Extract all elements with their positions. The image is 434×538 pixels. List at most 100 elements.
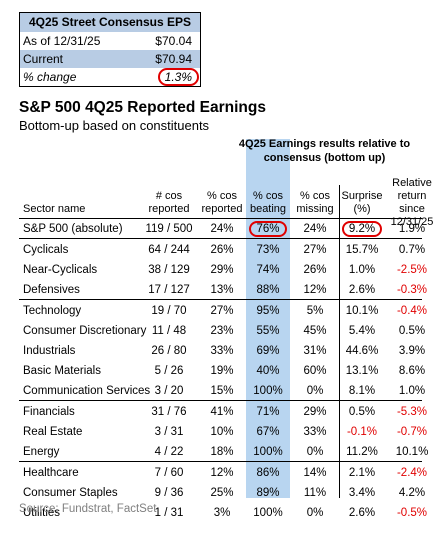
- cell-surprise: 2.6%: [348, 284, 376, 296]
- cell-pct-missing: 11%: [303, 487, 327, 499]
- header-pct-reported: % cos reported: [200, 190, 244, 216]
- cell-pct-beating: 55%: [256, 325, 280, 337]
- cell-pct-beating: 100%: [253, 446, 283, 458]
- cell-pct-reported: 24%: [210, 223, 234, 235]
- cell-pct-missing: 0%: [306, 385, 324, 397]
- cell-relative-return: -2.4%: [396, 467, 428, 479]
- cell-pct-reported: 19%: [210, 365, 234, 377]
- cell-sector: Financials: [23, 406, 75, 418]
- cell-pct-beating: 71%: [256, 406, 280, 418]
- table-row: Financials 31 / 76 41% 71% 29% 0.5% -5.3…: [19, 402, 427, 422]
- header-line: (%): [353, 203, 371, 215]
- cell-pct-beating: 88%: [256, 284, 280, 296]
- cell-pct-reported: 12%: [210, 467, 234, 479]
- cell-relative-return: 1.0%: [398, 385, 426, 397]
- cell-sector: Near-Cyclicals: [23, 264, 98, 276]
- cell-pct-beating: 95%: [256, 305, 280, 317]
- cell-pct-missing: 33%: [303, 426, 327, 438]
- cell-reported: 11 / 48: [151, 325, 187, 337]
- eps-row-label: Current: [23, 52, 64, 66]
- cell-pct-beating: 100%: [253, 507, 283, 519]
- table-row: Real Estate 3 / 31 10% 67% 33% -0.1% -0.…: [19, 422, 427, 442]
- cell-pct-missing: 26%: [303, 264, 327, 276]
- table-row: S&P 500 (absolute) 119 / 500 24% 76% 24%…: [19, 219, 425, 239]
- cell-sector: Basic Materials: [23, 365, 101, 377]
- cell-pct-beating: 76%: [246, 219, 290, 239]
- cell-relative-return: 4.2%: [398, 487, 426, 499]
- cell-relative-return: -0.5%: [396, 507, 428, 519]
- cell-sector: Communication Services: [23, 385, 151, 397]
- cell-sector: Consumer Staples: [23, 487, 118, 499]
- cell-reported: 7 / 60: [154, 467, 184, 479]
- cell-pct-missing: 24%: [303, 223, 327, 235]
- cell-sector: Defensives: [23, 284, 80, 296]
- eps-row-as-of: As of 12/31/25 $70.04: [20, 32, 200, 50]
- group-header: 4Q25 Earnings results relative to consen…: [238, 138, 411, 164]
- table-row: Healthcare 7 / 60 12% 86% 14% 2.1% -2.4%: [19, 463, 427, 483]
- divider: [19, 400, 422, 401]
- divider: [19, 218, 422, 219]
- table-row: Technology 19 / 70 27% 95% 5% 10.1% -0.4…: [19, 301, 427, 321]
- cell-surprise: 2.6%: [348, 507, 376, 519]
- cell-pct-missing: 31%: [303, 345, 327, 357]
- header-line: return since: [397, 190, 427, 215]
- eps-row-value: $70.04: [155, 34, 192, 48]
- eps-row-label: % change: [23, 70, 77, 84]
- circled-value: 76%: [249, 221, 287, 237]
- header-line: # cos: [155, 190, 183, 202]
- cell-pct-reported: 26%: [210, 244, 234, 256]
- divider: [19, 299, 422, 300]
- cell-pct-reported: 23%: [210, 325, 234, 337]
- eps-row-pct-change: % change 1.3%: [20, 68, 200, 86]
- consensus-eps-box: 4Q25 Street Consensus EPS As of 12/31/25…: [19, 12, 201, 87]
- cell-reported: 1 / 31: [154, 507, 184, 519]
- cell-pct-missing: 12%: [303, 284, 327, 296]
- cell-sector: Real Estate: [23, 426, 83, 438]
- header-pct-beating: % cos beating: [246, 190, 290, 216]
- cell-pct-missing: 5%: [306, 305, 324, 317]
- cell-sector: Cyclicals: [23, 244, 69, 256]
- header-line: Surprise: [341, 190, 383, 202]
- eps-box-title: 4Q25 Street Consensus EPS: [20, 13, 200, 32]
- cell-reported: 119 / 500: [145, 223, 193, 235]
- cell-pct-beating: 74%: [256, 264, 280, 276]
- cell-pct-beating: 100%: [253, 385, 283, 397]
- cell-pct-missing: 0%: [306, 446, 324, 458]
- cell-relative-return: 0.7%: [398, 244, 426, 256]
- cell-relative-return: 10.1%: [395, 446, 429, 458]
- table-row: Basic Materials 5 / 26 19% 40% 60% 13.1%…: [19, 361, 425, 381]
- cell-pct-beating: 86%: [256, 467, 280, 479]
- header-surprise: Surprise (%): [339, 190, 385, 216]
- header-line: % cos: [207, 190, 237, 202]
- cell-reported: 4 / 22: [154, 446, 184, 458]
- table-row: Communication Services 3 / 20 15% 100% 0…: [19, 381, 425, 401]
- cell-reported: 5 / 26: [154, 365, 184, 377]
- cell-pct-beating: 73%: [256, 244, 280, 256]
- cell-surprise: 0.5%: [348, 406, 376, 418]
- cell-reported: 26 / 80: [151, 345, 187, 357]
- cell-surprise: 9.2%: [339, 219, 385, 239]
- cell-relative-return: -0.7%: [396, 426, 428, 438]
- table-row: Utilities 1 / 31 3% 100% 0% 2.6% -0.5%: [19, 503, 427, 523]
- cell-pct-missing: 27%: [303, 244, 327, 256]
- cell-surprise: 8.1%: [348, 385, 376, 397]
- cell-pct-reported: 10%: [210, 426, 234, 438]
- source-note: Source: Fundstrat, FactSet: [19, 503, 157, 515]
- cell-pct-missing: 45%: [303, 325, 327, 337]
- cell-reported: 9 / 36: [154, 487, 184, 499]
- header-sector-text: Sector name: [23, 203, 86, 215]
- cell-pct-reported: 3%: [213, 507, 231, 519]
- table-row: Near-Cyclicals 38 / 129 29% 74% 26% 1.0%…: [19, 260, 427, 280]
- cell-surprise: 5.4%: [348, 325, 376, 337]
- divider: [19, 461, 422, 462]
- cell-pct-reported: 15%: [210, 385, 234, 397]
- cell-reported: 17 / 127: [148, 284, 190, 296]
- header-line: beating: [249, 203, 287, 215]
- cell-surprise: 15.7%: [345, 244, 379, 256]
- cell-relative-return: 3.9%: [398, 345, 426, 357]
- page-subtitle: Bottom-up based on constituents: [19, 118, 210, 133]
- cell-reported: 64 / 244: [148, 244, 190, 256]
- cell-pct-reported: 27%: [210, 305, 234, 317]
- cell-pct-missing: 60%: [303, 365, 327, 377]
- header-line: reported: [148, 203, 190, 215]
